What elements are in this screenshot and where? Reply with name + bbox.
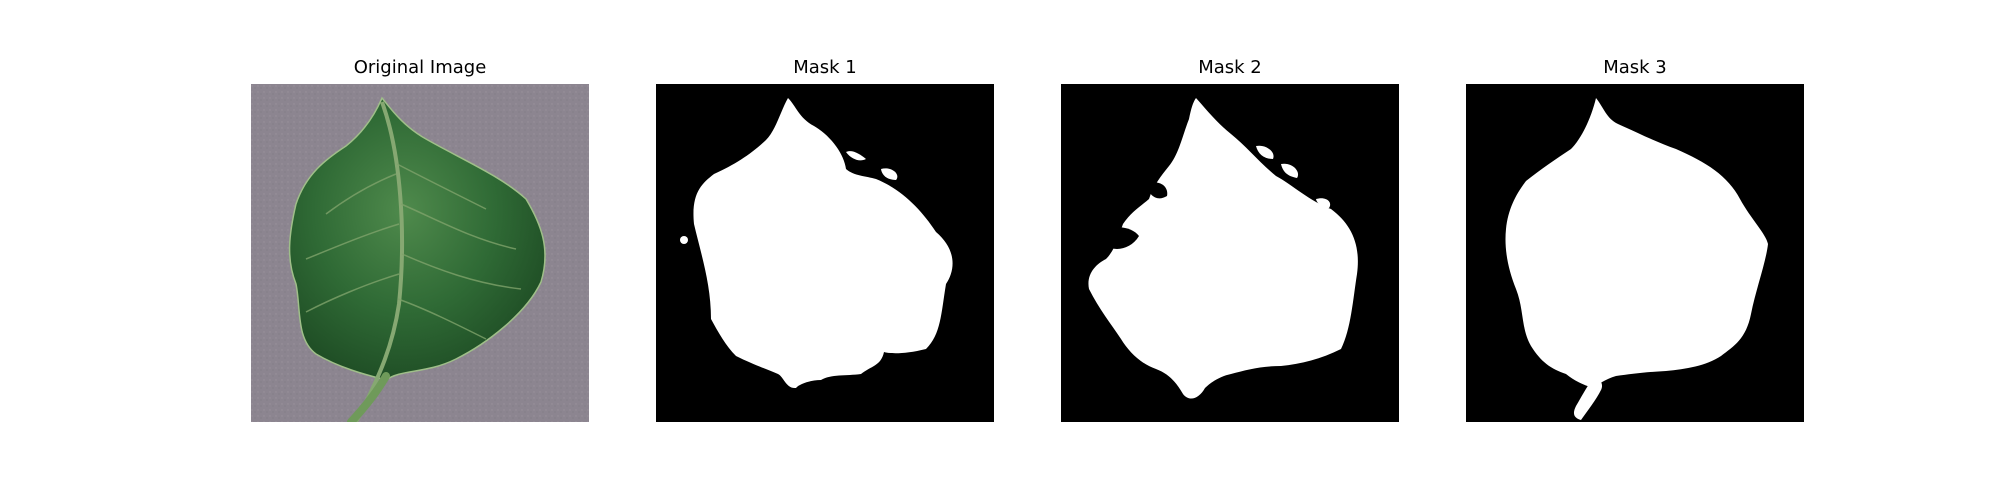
mask-3-region [1505,98,1768,388]
original-image-panel [251,84,589,422]
mask-3-stem [1573,378,1603,420]
mask-2-panel [1061,84,1399,422]
leaf-midrib [354,101,405,422]
mask-3-panel [1466,84,1804,422]
leaf-stem [347,372,390,422]
mask-2-image [1061,84,1399,422]
mask-3-image [1466,84,1804,422]
mask-1-panel [656,84,994,422]
mask-2-blob [1281,163,1299,178]
mask-1-speck [680,236,688,244]
leaf-photo [251,84,589,422]
leaf-veins [305,163,522,340]
mask-2-hole [1108,185,1141,212]
mask-1-image [656,84,994,422]
leaf-shape [288,96,546,381]
mask-1-region [693,98,953,389]
panel-title-mask-3: Mask 3 [1603,57,1667,78]
mask-1-blob [881,168,898,180]
panel-title-mask-1: Mask 1 [793,57,857,78]
panel-title-mask-2: Mask 2 [1198,57,1262,78]
mask-2-blob [1316,198,1331,208]
mask-1-blob [846,151,866,161]
mask-2-region [1088,98,1358,399]
mask-2-blob [1256,145,1274,159]
mask-2-hole [1146,182,1168,199]
panel-title-original: Original Image [353,57,487,78]
mask-2-hole [1101,227,1139,249]
